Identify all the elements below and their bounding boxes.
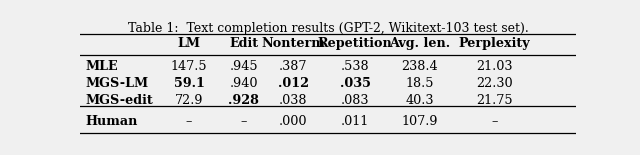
Text: .387: .387 (279, 60, 308, 73)
Text: 40.3: 40.3 (406, 94, 434, 107)
Text: Nonterm: Nonterm (261, 37, 325, 50)
Text: 59.1: 59.1 (173, 77, 205, 90)
Text: 21.03: 21.03 (476, 60, 513, 73)
Text: .035: .035 (340, 77, 371, 90)
Text: 18.5: 18.5 (406, 77, 434, 90)
Text: .038: .038 (279, 94, 308, 107)
Text: 147.5: 147.5 (171, 60, 207, 73)
Text: MGS-LM: MGS-LM (85, 77, 148, 90)
Text: 21.75: 21.75 (476, 94, 513, 107)
Text: 238.4: 238.4 (401, 60, 438, 73)
Text: Avg. len.: Avg. len. (389, 37, 451, 50)
Text: LM: LM (178, 37, 200, 50)
Text: .928: .928 (228, 94, 259, 107)
Text: 107.9: 107.9 (401, 115, 438, 128)
Text: Perplexity: Perplexity (458, 37, 530, 50)
Text: .012: .012 (278, 77, 308, 90)
Text: –: – (186, 115, 192, 128)
Text: Human: Human (85, 115, 138, 128)
Text: .011: .011 (341, 115, 369, 128)
Text: .940: .940 (229, 77, 258, 90)
Text: Edit: Edit (229, 37, 259, 50)
Text: –: – (491, 115, 497, 128)
Text: –: – (241, 115, 247, 128)
Text: Table 1:  Text completion results (GPT-2, Wikitext-103 test set).: Table 1: Text completion results (GPT-2,… (127, 22, 529, 35)
Text: MLE: MLE (85, 60, 118, 73)
Text: MGS-edit: MGS-edit (85, 94, 153, 107)
Text: .000: .000 (279, 115, 308, 128)
Text: Repetition: Repetition (318, 37, 393, 50)
Text: .083: .083 (341, 94, 369, 107)
Text: 72.9: 72.9 (175, 94, 204, 107)
Text: .945: .945 (229, 60, 258, 73)
Text: .538: .538 (341, 60, 369, 73)
Text: 22.30: 22.30 (476, 77, 513, 90)
